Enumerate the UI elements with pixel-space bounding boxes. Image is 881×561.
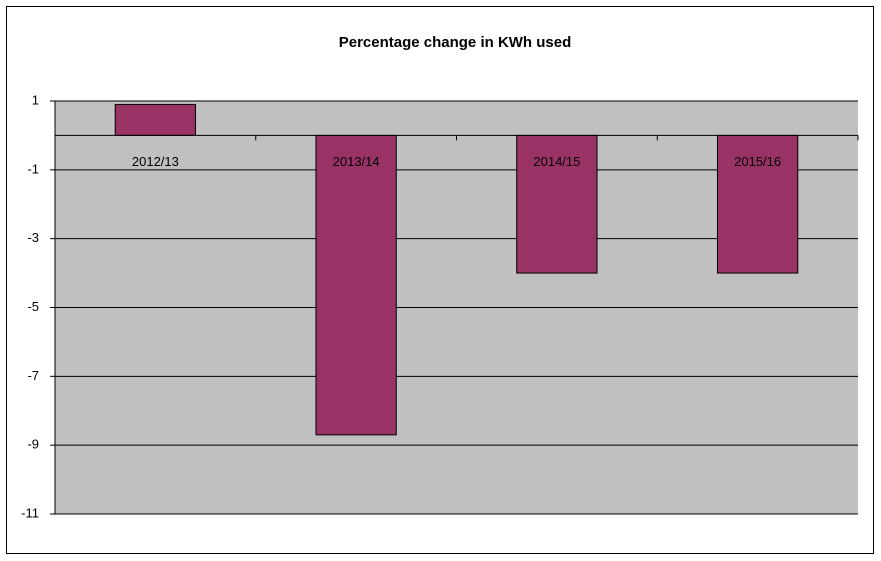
y-tick-label: -7 <box>27 368 39 383</box>
bar <box>315 134 397 436</box>
x-tick-label: 2014/15 <box>533 154 580 169</box>
chart-title: Percentage change in KWh used <box>339 34 572 51</box>
y-tick-label: -3 <box>27 230 39 245</box>
x-tick-label: 2013/14 <box>333 154 380 169</box>
y-tick-label: -1 <box>27 161 39 176</box>
x-tick-label: 2012/13 <box>132 154 179 169</box>
y-tick-label: -9 <box>27 437 39 452</box>
y-tick-label: -5 <box>27 299 39 314</box>
x-tick-label: 2015/16 <box>734 154 781 169</box>
bar <box>114 103 197 136</box>
y-tick-label: 1 <box>32 92 39 107</box>
y-tick-label: -11 <box>21 505 39 520</box>
